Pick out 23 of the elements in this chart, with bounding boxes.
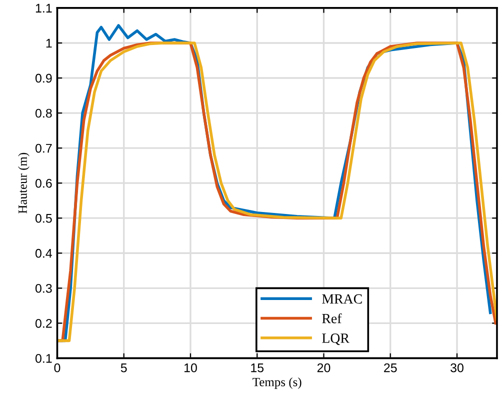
y-tick-label: 0.4 (35, 248, 52, 258)
x-tick-label: 10 (184, 363, 197, 372)
y-tick-label: 0.6 (35, 178, 52, 188)
legend-label: MRAC (322, 294, 362, 304)
x-tick-label: 15 (251, 364, 264, 372)
x-axis-title: Temps (s) (252, 377, 302, 389)
y-tick-label: 0.8 (35, 108, 52, 118)
y-tick-label: 0.5 (35, 214, 52, 223)
y-tick-label: 0.9 (35, 74, 52, 83)
y-tick-label: 0.7 (35, 144, 52, 153)
y-tick-label: 1 (46, 38, 52, 48)
y-tick-label: 1.1 (36, 4, 52, 12)
x-tick-label: 0 (54, 363, 60, 372)
y-tick-label: 0.1 (35, 354, 52, 363)
x-tick-label: 5 (120, 364, 127, 372)
legend-label: Ref (322, 313, 342, 324)
x-tick-label: 20 (317, 363, 330, 372)
y-tick-label: 0.3 (35, 284, 52, 293)
y-axis-title: Hauteur (m) (18, 152, 30, 214)
x-tick-label: 25 (384, 363, 397, 372)
x-tick-label: 30 (450, 363, 464, 372)
legend-label: LQR (322, 334, 350, 345)
y-tick-label: 0.2 (35, 318, 52, 328)
